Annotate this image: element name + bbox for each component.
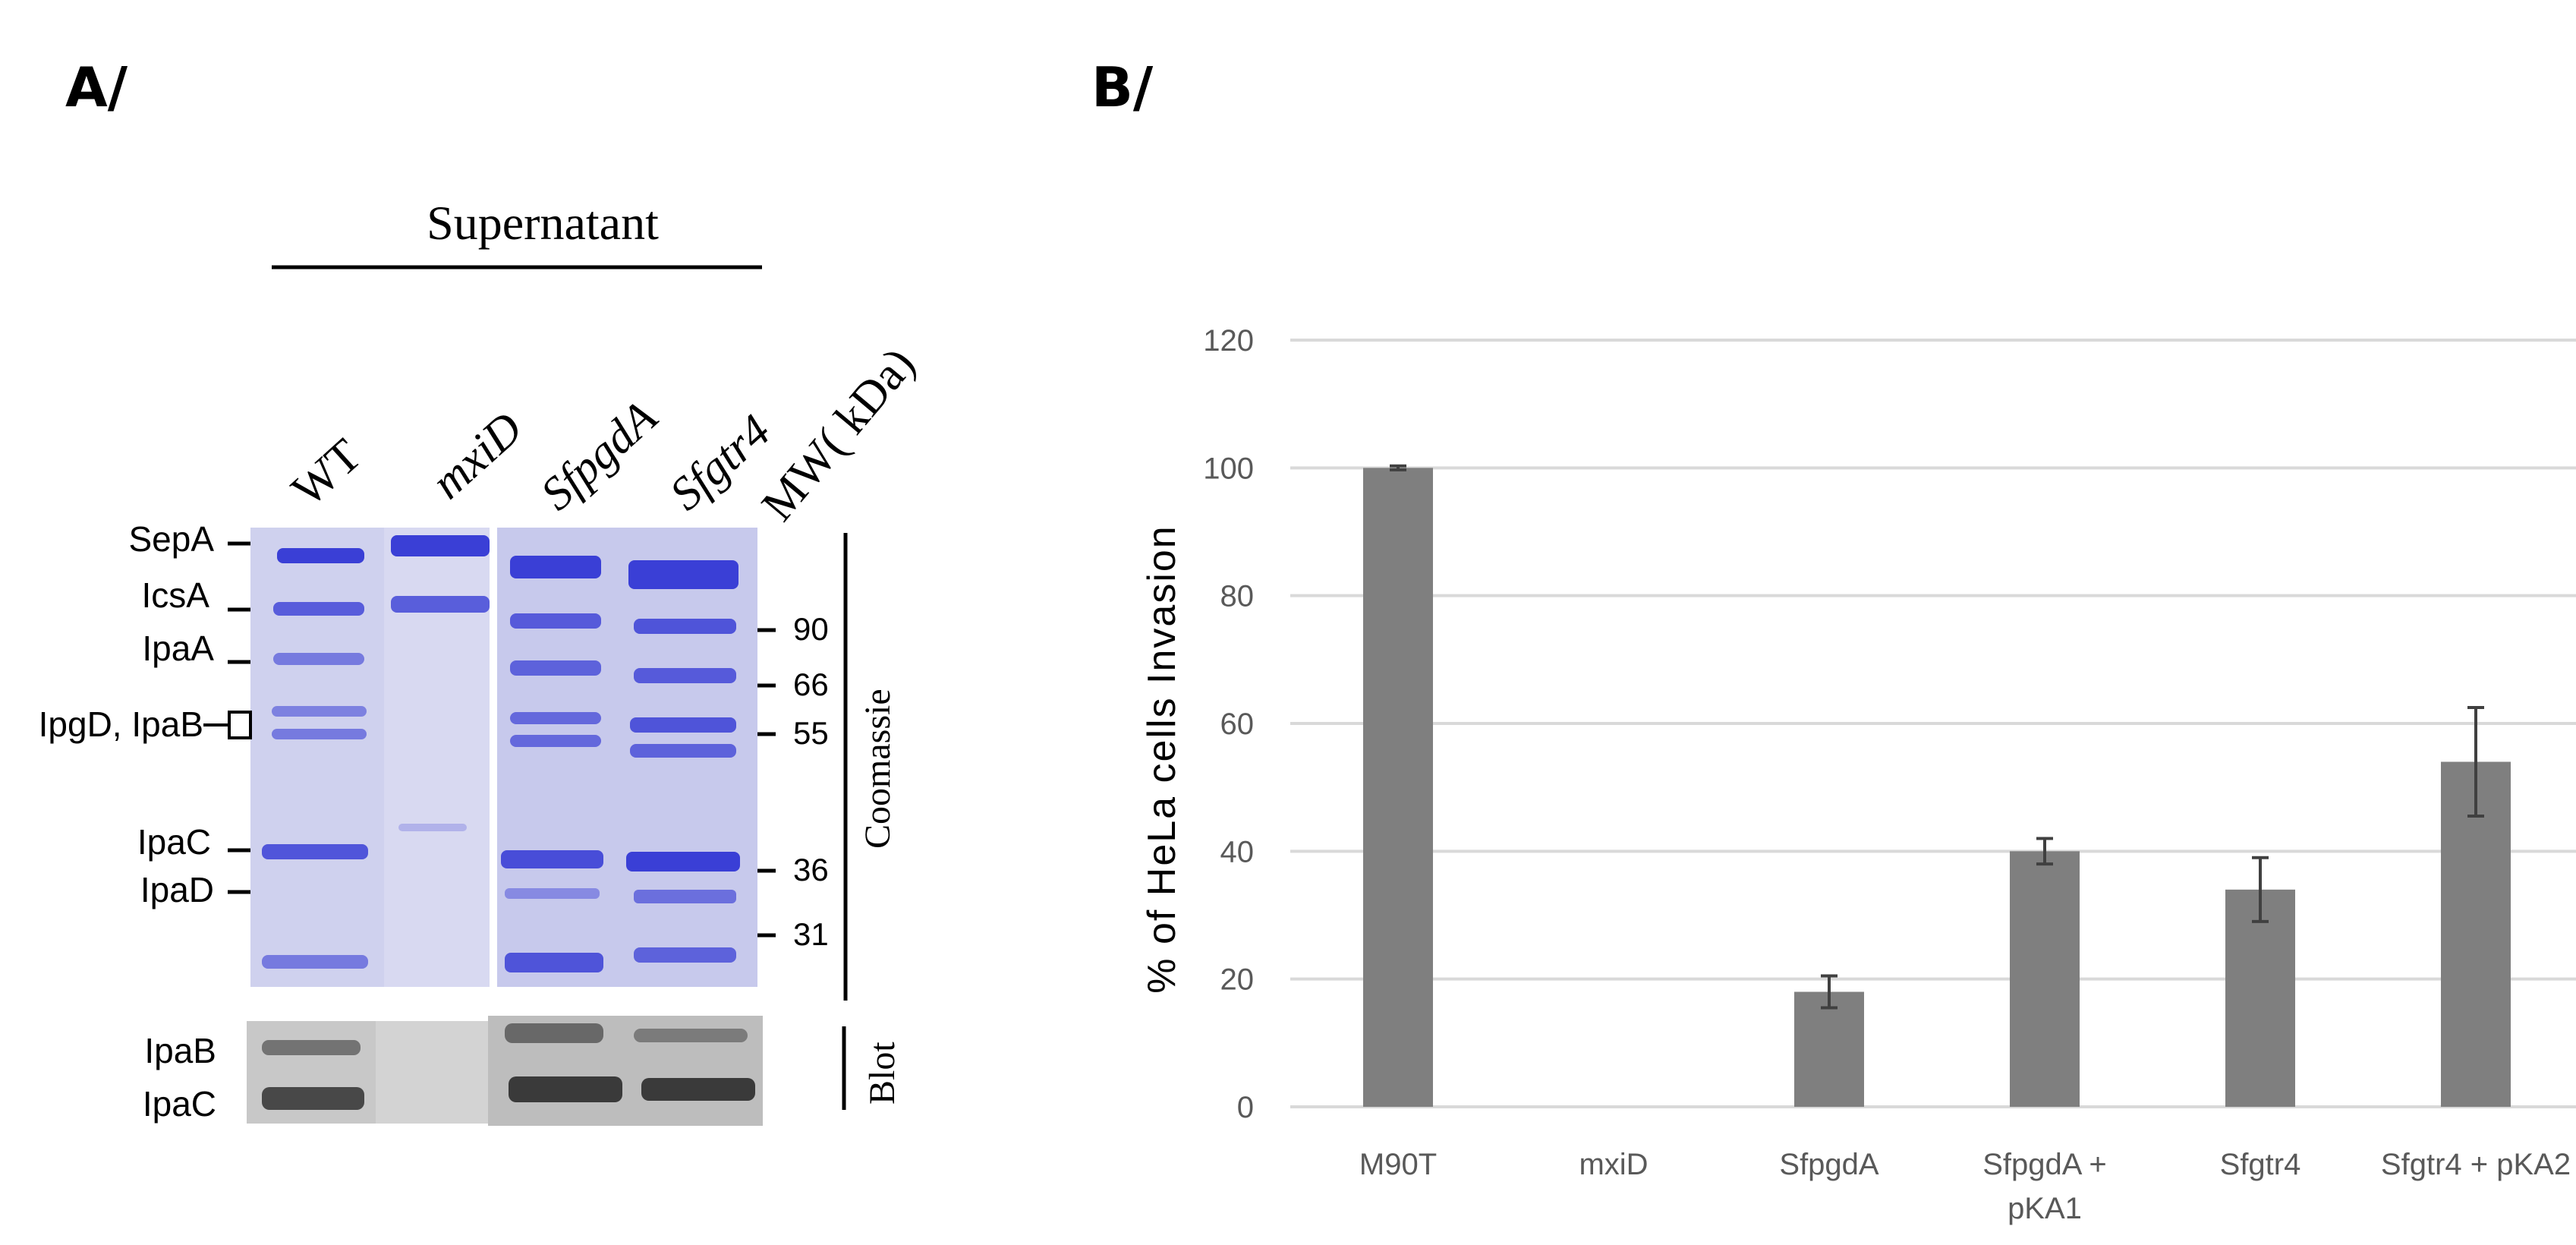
protein-label-ipaa: IpaA (142, 629, 214, 668)
lane-label-mxid: mxiD (422, 402, 532, 509)
x-label-mxid: mxiD (1579, 1148, 1648, 1181)
protein-label-sepa: SepA (128, 519, 214, 559)
protein-labels: SepA IcsA IpaA IpgD, IpaB IpaC IpaD (39, 519, 252, 909)
error-bar-sfgtr4-pka2 (2467, 705, 2484, 818)
y-axis-title: % of HeLa cells Invasion (1140, 525, 1184, 993)
mw-label-66: 66 (793, 667, 829, 702)
error-bar-sfgtr4 (2252, 856, 2269, 923)
error-bar-sfpgda (1821, 974, 1838, 1010)
x-label-sfpgda: SfpgdA (1779, 1148, 1879, 1181)
bar-sfpgda (1794, 991, 1864, 1107)
panel-b: B/ 0 20 40 60 80 100 120 M90T mxiD SfpgdA SfpgdA … (1091, 55, 2576, 1225)
chart-grid (1290, 339, 2576, 1108)
x-label-sfpgda-pka1: SfpgdA + (1982, 1148, 2106, 1181)
x-axis-labels: M90T mxiD SfpgdA SfpgdA + pKA1 Sfgtr4 Sfgtr4 +… (1359, 1148, 2571, 1225)
mw-label-90: 90 (793, 611, 829, 647)
chart-error-bars (1390, 464, 2484, 1010)
error-bar-sfpgda-pka1 (2036, 837, 2053, 866)
y-tick-label-0: 0 (1237, 1091, 1254, 1124)
panel-a-label: A/ (65, 55, 128, 119)
panel-a: A/ Supernatant WT mxiD SfpgdA Sfgtr4 MW(… (39, 55, 925, 1126)
supernatant-header: Supernatant (427, 196, 659, 250)
blot-label-ipab: IpaB (144, 1031, 216, 1070)
coomassie-gel (250, 528, 757, 987)
y-axis-ticks: 0 20 40 60 80 100 120 (1203, 324, 1254, 1124)
y-tick-label-120: 120 (1203, 324, 1254, 358)
panel-b-label: B/ (1091, 55, 1154, 119)
blot-label: Blot (862, 1042, 902, 1105)
y-tick-label-80: 80 (1220, 580, 1255, 613)
x-label-sfpgda-pka1-line2: pKA1 (2008, 1192, 2082, 1225)
mw-label-31: 31 (793, 916, 829, 952)
protein-label-ipac: IpaC (137, 822, 211, 862)
error-bar-m90t (1390, 464, 1406, 471)
blot-label-ipac: IpaC (143, 1084, 216, 1124)
y-tick-label-60: 60 (1220, 708, 1255, 741)
bar-sfgtr4 (2225, 889, 2295, 1107)
lane-label-mw: MW( kDa) (752, 339, 925, 531)
mw-label-55: 55 (793, 715, 829, 751)
mw-label-36: 36 (793, 852, 829, 887)
bar-sfpgda-pka1 (2010, 851, 2080, 1107)
y-tick-label-20: 20 (1220, 963, 1255, 997)
protein-label-icsa: IcsA (142, 575, 210, 615)
chart-bars (1363, 468, 2511, 1107)
lane-label-wt: WT (282, 429, 371, 516)
protein-label-ipgd-ipab: IpgD, IpaB (39, 704, 203, 744)
mw-markers: 90 66 55 36 31 (757, 611, 829, 952)
y-tick-label-100: 100 (1203, 452, 1254, 485)
lane-label-sfpgda: SfpgdA (531, 390, 667, 520)
protein-label-ipad: IpaD (140, 870, 214, 909)
y-tick-label-40: 40 (1220, 835, 1255, 868)
x-label-sfgtr4-pka2: Sfgtr4 + pKA2 (2381, 1148, 2571, 1181)
x-label-m90t: M90T (1359, 1148, 1437, 1181)
bar-m90t (1363, 468, 1433, 1107)
coomassie-label: Coomassie (858, 689, 898, 849)
x-label-sfgtr4: Sfgtr4 (2220, 1148, 2301, 1181)
western-blot (247, 1016, 763, 1126)
bar-sfgtr4-pka2 (2441, 761, 2511, 1107)
bracket-ipgd-ipab (203, 711, 252, 739)
